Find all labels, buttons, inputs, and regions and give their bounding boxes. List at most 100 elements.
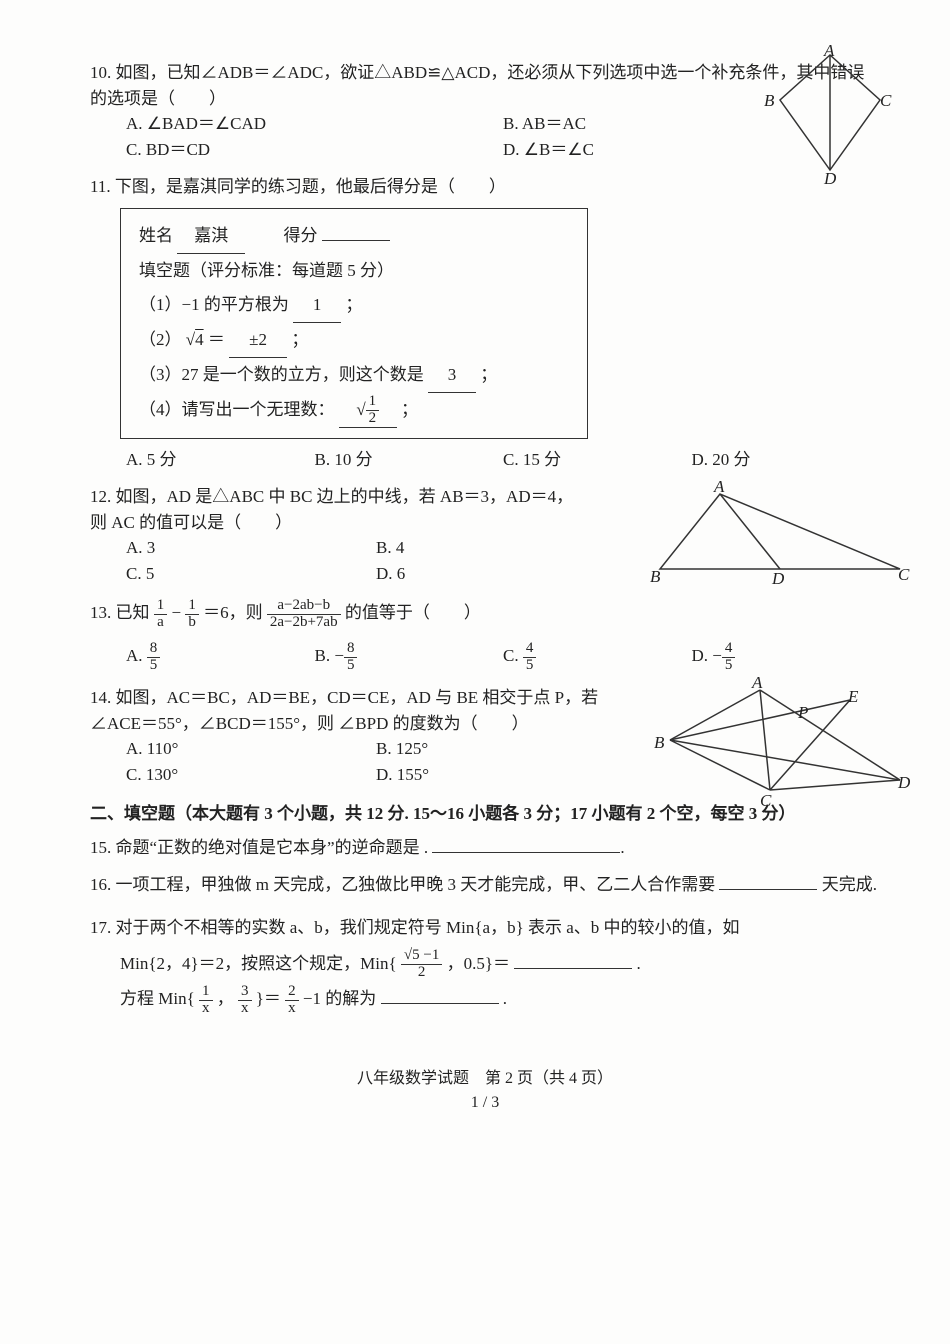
q11-number: 11. [90,177,111,196]
q13-c-d: 5 [523,658,537,674]
l4-pre: （4）请写出一个无理数： [139,400,335,419]
q13-opt-b: B. −85 [315,641,504,674]
footer-line1: 八年级数学试题 第 2 页（共 4 页） [90,1067,880,1091]
l2-ans: ±2 [229,323,287,358]
q11-text: 下图，是嘉淇同学的练习题，他最后得分是（ ） [115,177,506,196]
q11-opt-d: D. 20 分 [692,447,881,473]
question-10: 10. 如图，已知∠ADB＝∠ADC，欲证△ABD≌△ACD，还必须从下列选项中… [90,60,880,162]
q17-f2n: 3 [238,984,252,1001]
q11-box: 姓名 嘉淇 得分 填空题（评分标准：每道题 5 分） （1）−1 的平方根为 1… [120,208,588,439]
q12-diagram: A B D C [650,484,910,584]
q13-a-d: 5 [147,658,161,674]
dia14-a: A [752,670,762,696]
l2-mid: ＝ [208,330,225,349]
q13-f1d: a [154,615,168,631]
q14-text: 如图，AC＝BC，AD＝BE，CD＝CE，AD 与 BE 相交于点 P，若 ∠A… [90,688,598,733]
q17-f1d: x [199,1001,213,1017]
q13-post: 的值等于（ ） [345,604,481,623]
question-15: 15. 命题“正数的绝对值是它本身”的逆命题是 . . [90,835,880,861]
q16-pre: 一项工程，甲独做 m 天完成，乙独做比甲晚 3 天才能完成，甲、乙二人合作需要 [116,875,716,894]
q16-number: 16. [90,875,111,894]
q12-opt-c: C. 5 [126,561,376,587]
dia14-c: C [760,788,771,814]
box-line3: （3）27 是一个数的立方，则这个数是 3 ； [139,358,569,393]
q12-opt-b: B. 4 [376,535,626,561]
q13-c-lab: C. [503,646,523,665]
question-11: 11. 下图，是嘉淇同学的练习题，他最后得分是（ ） 姓名 嘉淇 得分 填空题（… [90,174,880,472]
q13-b-d: 5 [344,658,358,674]
q12-opt-d: D. 6 [376,561,626,587]
question-13: 13. 已知 1a − 1b ＝6，则 a−2ab−b2a−2b+7ab 的值等… [90,598,880,673]
q17-blank1 [514,968,632,969]
l2-post: ； [291,330,308,349]
l3-pre: （3）27 是一个数的立方，则这个数是 [139,365,424,384]
page-footer: 八年级数学试题 第 2 页（共 4 页） 1 / 3 [90,1067,880,1115]
box-line4: （4）请写出一个无理数： 12 ； [139,393,569,428]
dia14-e: E [848,684,858,710]
l2-pre: （2） [139,330,182,349]
question-16: 16. 一项工程，甲独做 m 天完成，乙独做比甲晚 3 天才能完成，甲、乙二人合… [90,872,880,898]
q11-opt-b: B. 10 分 [315,447,504,473]
l4-frac-d: 2 [366,411,380,427]
box-name-label: 姓名 [139,226,173,245]
dia12-d: D [772,566,784,592]
dia-label-a: A [824,38,834,64]
q17-t2mid: ，0.5}＝ [447,954,510,973]
q17-f1n: 1 [199,984,213,1001]
q13-f2d: b [185,615,199,631]
l3-ans: 3 [428,358,476,393]
q13-en: a−2ab−b [267,598,341,615]
q16-blank [719,889,817,890]
q13-d-d: 5 [722,658,736,674]
q11-box-header: 姓名 嘉淇 得分 [139,219,569,254]
q12-opt-a: A. 3 [126,535,376,561]
q15-number: 15. [90,838,111,857]
q16-post: 天完成. [822,875,877,894]
dia12-b: B [650,564,660,590]
l1-ans: 1 [293,288,341,323]
q12-number: 12. [90,487,111,506]
dia12-c: C [898,562,909,588]
q17-line3: 方程 Min{ 1x ， 3x }＝ 2x −1 的解为 . [90,989,507,1008]
l4-post: ； [401,400,418,419]
q13-d-lab: D. − [692,646,722,665]
box-subtitle: 填空题（评分标准：每道题 5 分） [139,254,569,288]
q14-number: 14. [90,688,111,707]
q13-ed: 2a−2b+7ab [267,615,341,631]
box-line2: （2） 4 ＝ ±2 ； [139,323,569,358]
l4-frac-n: 1 [366,394,380,411]
q13-eq: ＝6，则 [203,604,267,623]
box-name-value: 嘉淇 [177,219,245,254]
dia14-b: B [654,730,664,756]
q17-t3rhs: −1 的解为 [303,989,376,1008]
q13-number: 13. [90,604,111,623]
q13-opt-c: C. 45 [503,641,692,674]
q17-t3post: . [503,989,507,1008]
l4-ans: 12 [339,393,397,428]
q13-minus: − [172,604,182,623]
l1-post: ； [345,295,362,314]
q13-f2n: 1 [185,598,199,615]
q17-f3d: x [285,1001,299,1017]
q10-number: 10. [90,63,111,82]
q13-d-n: 4 [722,641,736,658]
q17-f3n: 2 [285,984,299,1001]
q10-opt-a: A. ∠BAD＝∠CAD [126,111,503,137]
question-17: 17. 对于两个不相等的实数 a、b，我们规定符号 Min{a，b} 表示 a、… [90,910,880,1017]
q13-b-n: 8 [344,641,358,658]
q14-opt-c: C. 130° [126,762,376,788]
q10-text: 如图，已知∠ADB＝∠ADC，欲证△ABD≌△ACD，还必须从下列选项中选一个补… [90,63,864,108]
q17-t1: 对于两个不相等的实数 a、b，我们规定符号 Min{a，b} 表示 a、b 中的… [116,918,740,937]
q13-pre: 已知 [116,604,150,623]
q17-comma: ， [217,989,234,1008]
q11-opt-c: C. 15 分 [503,447,692,473]
q17-t2d: 2 [401,965,442,981]
q10-opt-c: C. BD＝CD [126,137,503,163]
q13-opt-a: A. 85 [126,641,315,674]
q13-a-n: 8 [147,641,161,658]
dia14-p: P [798,700,808,726]
q13-b-lab: B. − [315,646,344,665]
q15-blank [432,852,620,853]
q17-t3mid: }＝ [256,989,281,1008]
q17-t3pre: 方程 Min{ [120,989,195,1008]
